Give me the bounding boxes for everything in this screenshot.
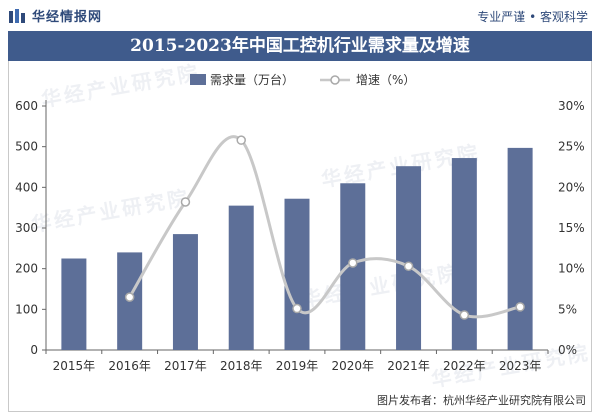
growth-point [459, 310, 470, 320]
y-right-tick-label: 0% [558, 343, 577, 357]
x-tick-label: 2020年 [332, 359, 375, 373]
y-left-tick-label: 400 [15, 180, 38, 194]
brand: 华经情报网 [8, 6, 102, 25]
x-tick-label: 2018年 [220, 359, 263, 373]
y-left-tick-label: 100 [15, 302, 38, 316]
growth-point [236, 135, 246, 145]
y-right-tick-label: 25% [558, 140, 585, 154]
bar [507, 147, 533, 350]
x-tick-label: 2015年 [53, 359, 96, 373]
x-tick-label: 2016年 [108, 359, 151, 373]
y-left-tick-label: 0 [30, 343, 38, 357]
bar [228, 205, 254, 350]
x-tick-label: 2019年 [276, 359, 319, 373]
x-tick-label: 2021年 [387, 359, 430, 373]
y-right-tick-label: 30% [558, 99, 585, 113]
chart-frame [8, 61, 592, 412]
y-right-tick-label: 10% [558, 262, 585, 276]
legend-bar-swatch [190, 74, 206, 85]
growth-point [124, 292, 135, 302]
top-bar: 华经情报网 专业严谨 • 客观科学 [0, 0, 600, 30]
bar [451, 158, 477, 350]
y-left-tick-label: 600 [15, 99, 38, 113]
y-left-tick-label: 200 [15, 262, 38, 276]
y-right-tick-label: 15% [558, 221, 585, 235]
legend-line-label: 增速（%） [356, 73, 415, 87]
growth-point [180, 197, 191, 207]
bar [172, 234, 198, 350]
x-tick-label: 2023年 [499, 359, 542, 373]
source-note: 图片发布者：杭州华经产业研究院有限公司 [377, 394, 586, 407]
growth-point [348, 258, 358, 268]
growth-point [403, 261, 414, 271]
y-left-tick-label: 500 [15, 140, 38, 154]
chart-title: 2015-2023年中国工控机行业需求量及增速 [8, 31, 592, 61]
growth-point [292, 303, 302, 314]
legend-line-marker [330, 75, 340, 85]
bar [61, 258, 87, 350]
y-left-tick-label: 300 [15, 221, 38, 235]
slogan: 专业严谨 • 客观科学 [477, 10, 588, 24]
brand-name: 华经情报网 [32, 10, 103, 25]
x-tick-label: 2017年 [164, 359, 207, 373]
legend-bar-label: 需求量（万台） [210, 72, 294, 87]
growth-point [515, 302, 525, 312]
bar [396, 166, 422, 350]
bar [284, 198, 310, 350]
brand-logo-icon [9, 8, 25, 23]
y-right-tick-label: 5% [558, 302, 577, 316]
y-right-tick-label: 20% [558, 180, 585, 194]
x-tick-label: 2022年 [443, 359, 486, 373]
